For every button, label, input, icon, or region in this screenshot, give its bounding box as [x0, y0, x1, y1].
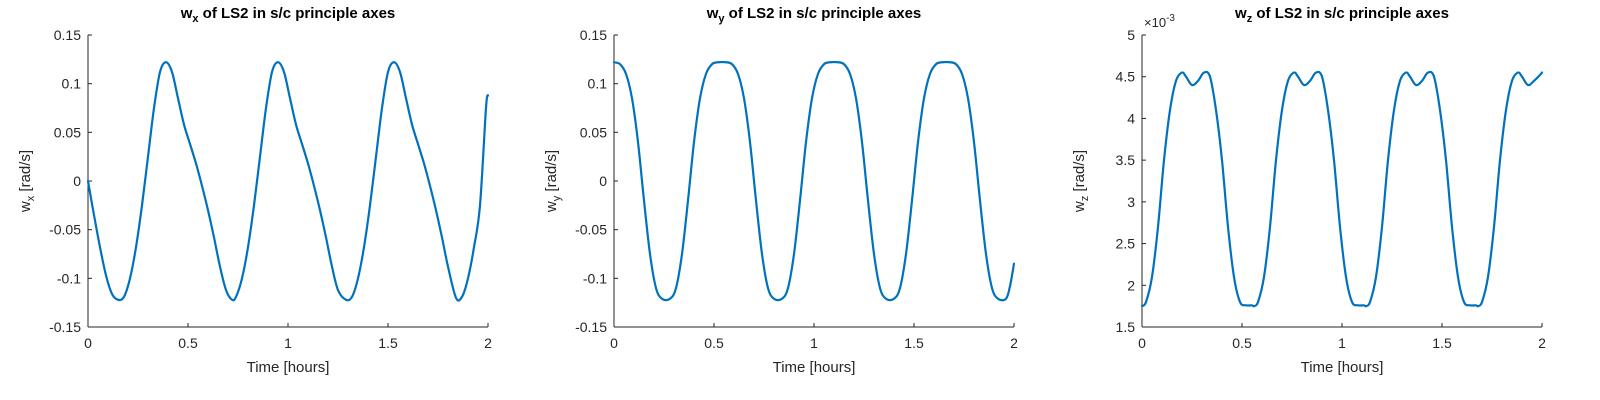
- x-tick-label: 2: [1010, 335, 1018, 351]
- y-axis-label: wz [rad/s]: [1071, 150, 1091, 213]
- x-axis-label: Time [hours]: [1301, 359, 1384, 376]
- x-tick-label: 1: [1338, 335, 1346, 351]
- x-axis-label: Time [hours]: [773, 359, 856, 376]
- y-tick-label: 4.5: [1116, 69, 1136, 85]
- y-tick-label: 0.1: [588, 76, 608, 92]
- y-tick-label: 3: [1127, 194, 1135, 210]
- y-axis-label: wy [rad/s]: [543, 150, 563, 213]
- x-tick-label: 1.5: [1432, 335, 1452, 351]
- y-tick-label: 0: [73, 173, 81, 189]
- y-tick-label: -0.05: [49, 222, 81, 238]
- y-tick-label: 0.05: [580, 124, 607, 140]
- y-axis-label: wx [rad/s]: [17, 150, 37, 213]
- series-line-1: [86, 61, 490, 302]
- series-line-1: [1140, 70, 1544, 308]
- chart-title: wz of LS2 in s/c principle axes: [1234, 5, 1449, 25]
- y-tick-label: -0.15: [575, 319, 607, 335]
- y-tick-label: -0.1: [583, 270, 607, 286]
- x-tick-label: 2: [1538, 335, 1546, 351]
- y-tick-label: -0.1: [57, 270, 81, 286]
- x-tick-label: 0.5: [704, 335, 724, 351]
- y-tick-label: 3.5: [1116, 152, 1136, 168]
- y-tick-label: 0.15: [54, 27, 81, 43]
- x-tick-label: 0: [84, 335, 92, 351]
- x-axis-label: Time [hours]: [247, 359, 330, 376]
- y-tick-label: 1.5: [1116, 319, 1136, 335]
- chart-title: wy of LS2 in s/c principle axes: [706, 5, 922, 25]
- y-tick-label: 4: [1127, 110, 1135, 126]
- y-tick-label: 0.1: [62, 76, 82, 92]
- y-tick-label: 0.15: [580, 27, 607, 43]
- x-tick-label: 1.5: [378, 335, 398, 351]
- chart-panel-1: 0 0.5 1 1.5 2 -0.15 -0.1 -0.05 0 0.05 0.1 0.15 wx of…: [17, 5, 492, 376]
- x-tick-label: 1: [284, 335, 292, 351]
- chart-title: wx of LS2 in s/c principle axes: [180, 5, 396, 25]
- x-tick-label: 0: [1138, 335, 1146, 351]
- y-tick-label: 0.05: [54, 124, 81, 140]
- y-tick-label: 5: [1127, 27, 1135, 43]
- x-tick-label: 1.5: [904, 335, 924, 351]
- x-tick-label: 0: [610, 335, 618, 351]
- x-tick-label: 0.5: [1232, 335, 1252, 351]
- y-tick-label: -0.05: [575, 222, 607, 238]
- series-line-1: [612, 60, 1016, 302]
- x-tick-label: 0.5: [178, 335, 198, 351]
- y-tick-label: -0.15: [49, 319, 81, 335]
- chart-panel-3: 0 0.5 1 1.5 2 1.5 2 2.5 3 3.5 4 4.5 5 ×10-3 wz of LS2 …: [1071, 5, 1546, 376]
- y-exponent-label: ×10-3: [1144, 13, 1175, 30]
- x-tick-label: 2: [484, 335, 492, 351]
- x-tick-label: 1: [810, 335, 818, 351]
- y-tick-label: 2: [1127, 277, 1135, 293]
- y-tick-label: 2.5: [1116, 236, 1136, 252]
- y-tick-label: 0: [599, 173, 607, 189]
- chart-panel-2: 0 0.5 1 1.5 2 -0.15 -0.1 -0.05 0 0.05 0.1 0.15 wy of…: [543, 5, 1018, 376]
